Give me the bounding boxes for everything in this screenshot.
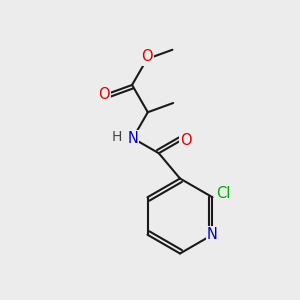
Text: Cl: Cl (216, 186, 230, 201)
Text: N: N (207, 227, 218, 242)
Text: O: O (98, 87, 109, 102)
Text: H: H (112, 130, 122, 144)
Text: O: O (141, 50, 153, 64)
Text: O: O (181, 133, 192, 148)
Text: N: N (128, 131, 138, 146)
